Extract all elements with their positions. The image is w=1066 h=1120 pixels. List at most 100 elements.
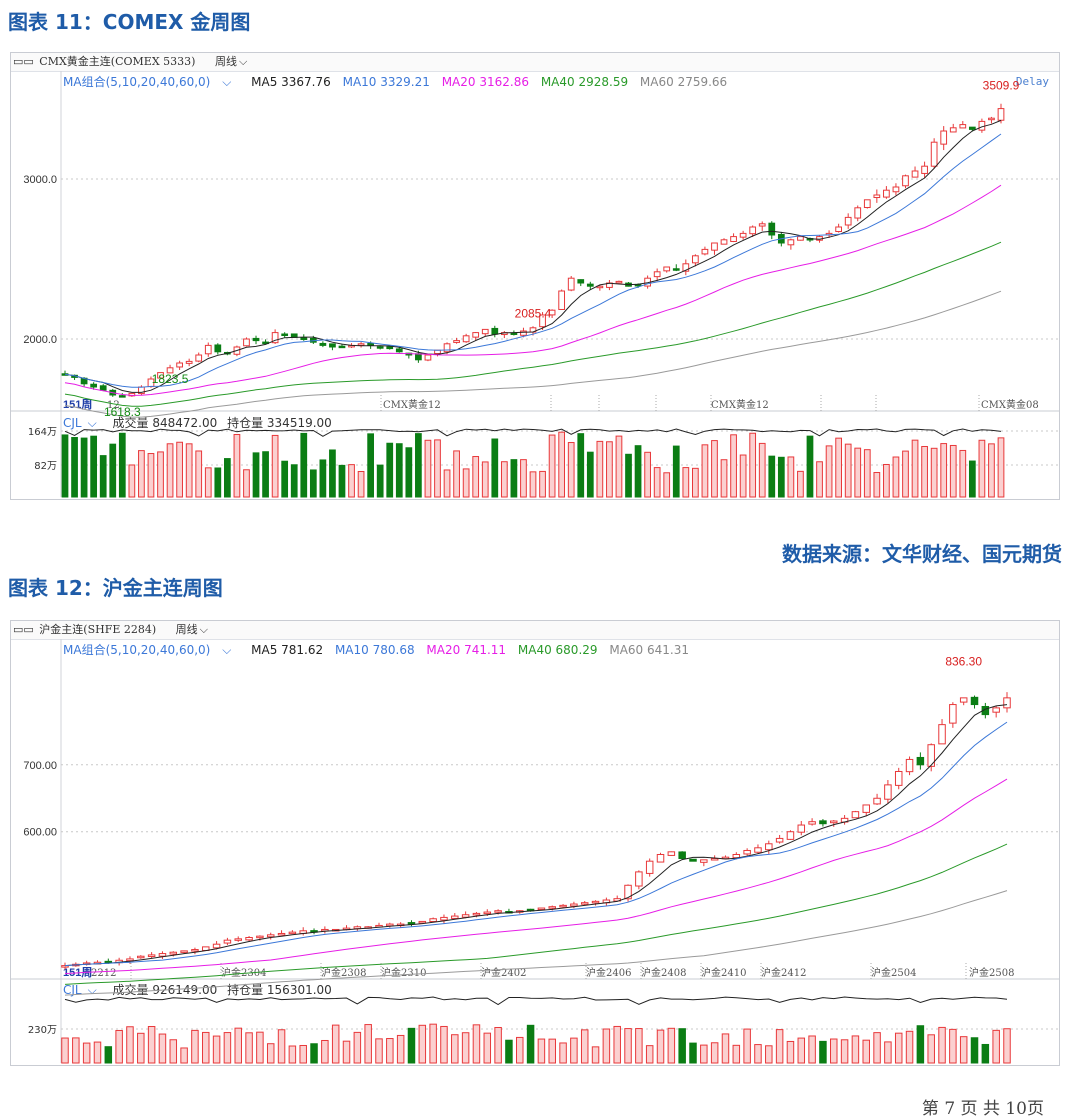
candle	[921, 165, 928, 174]
y-tick-label: 2000.0	[23, 334, 57, 346]
volume-bar	[321, 1039, 329, 1064]
comex-gold-weekly-chart[interactable]: ▭▭ CMX黄金主连(COMEX 5333) 周线 ⌵ MA组合(5,10,20,…	[10, 52, 1060, 500]
volume-bar	[602, 1028, 611, 1064]
volume-bar	[816, 461, 823, 498]
ma5-value: MA5 781.62	[251, 643, 324, 657]
candle	[367, 343, 374, 346]
volume-bar	[586, 451, 594, 498]
ma5-line	[64, 119, 1002, 393]
candle	[567, 277, 575, 291]
candle	[191, 949, 199, 952]
volume-bar	[825, 445, 833, 498]
volume-bar	[644, 451, 651, 498]
candle	[591, 900, 600, 904]
volume-bar	[797, 1037, 806, 1064]
volume-bar	[82, 1042, 91, 1064]
contract-label: CMX黄金12	[383, 398, 441, 411]
volume-bar	[331, 1024, 340, 1064]
ma40-line	[64, 241, 1002, 407]
candle	[830, 820, 838, 824]
candle	[851, 811, 860, 819]
volume-bar	[653, 467, 661, 498]
candle	[797, 824, 806, 833]
volume-bar	[299, 1044, 307, 1064]
candle	[281, 333, 289, 337]
candle	[768, 222, 776, 236]
candle	[672, 268, 680, 271]
contract-label: 沪金2504	[871, 966, 916, 979]
candle	[786, 831, 795, 840]
ma-legend: MA组合(5,10,20,40,60,0) ⌵ MA5 3367.76 MA10…	[63, 73, 735, 90]
volume-bar	[214, 467, 222, 498]
volume-bar	[233, 434, 241, 498]
candle	[300, 337, 308, 341]
ma-group-select[interactable]: MA组合(5,10,20,40,60,0) ⌵	[63, 643, 232, 657]
volume-bar	[873, 472, 881, 498]
volume-bar	[981, 1043, 990, 1064]
volume-bar	[596, 440, 604, 498]
volume-bar	[224, 458, 231, 498]
volume-bar	[988, 443, 995, 498]
candle	[386, 923, 394, 927]
candle	[577, 279, 585, 284]
volume-bar	[700, 1044, 708, 1064]
volume-bar	[158, 1033, 167, 1064]
volume-bar	[357, 471, 365, 498]
volume-bar	[959, 449, 967, 498]
volume-bar	[185, 443, 193, 498]
volume-bar	[104, 1046, 113, 1064]
chevron-down-icon: ⌵	[222, 643, 232, 657]
ma60-value: MA60 641.31	[609, 643, 689, 657]
volume-bar	[277, 1029, 286, 1064]
candle	[663, 266, 671, 272]
volume-bar	[424, 439, 432, 498]
volume-bar	[663, 472, 671, 498]
volume-bar	[407, 1027, 416, 1064]
cjl-select[interactable]: CJL ⌵	[63, 416, 97, 430]
candle	[711, 242, 718, 251]
candle	[266, 934, 275, 938]
volume-bar	[720, 459, 728, 498]
ma60-line	[64, 290, 1002, 418]
period-select[interactable]: 周线 ⌵	[175, 623, 209, 636]
candle	[701, 248, 709, 255]
contract-label: 沪金2308	[321, 966, 366, 979]
candle	[808, 821, 816, 825]
ma20-line	[64, 184, 1002, 396]
contract-label: 沪金2412	[761, 966, 806, 979]
volume-bar	[338, 464, 346, 498]
chevron-down-icon: ⌵	[222, 75, 232, 89]
shfe-gold-weekly-chart[interactable]: ▭▭ 沪金主连(SHFE 2284) 周线 ⌵ MA组合(5,10,20,40,6…	[10, 620, 1060, 1066]
volume-bar	[894, 1032, 903, 1064]
cjl-select[interactable]: CJL ⌵	[63, 983, 97, 997]
ma40-value: MA40 2928.59	[540, 75, 629, 89]
volume-bar	[765, 1045, 773, 1064]
candle	[835, 226, 842, 233]
volume-bar	[386, 1038, 394, 1064]
contract-label: 沪金2402	[481, 966, 526, 979]
volume-bar	[348, 464, 355, 498]
period-select[interactable]: 周线 ⌵	[214, 55, 248, 68]
volume-bar	[1003, 1028, 1011, 1064]
volume-bar	[930, 447, 938, 498]
volume-tick-label: 230万	[28, 1025, 57, 1036]
volume-bar	[453, 450, 460, 498]
volume-bar	[739, 454, 747, 498]
volume-bar	[580, 1029, 589, 1064]
volume-bar	[256, 1031, 264, 1064]
volume-bar	[682, 467, 690, 498]
candle	[559, 904, 567, 908]
ma-group-select[interactable]: MA组合(5,10,20,40,60,0) ⌵	[63, 75, 232, 89]
candle	[137, 955, 145, 959]
candle	[440, 916, 448, 921]
candle	[667, 851, 676, 856]
candle	[415, 353, 422, 361]
candle	[787, 239, 795, 246]
volume-bar	[202, 1031, 210, 1064]
volume-bar	[516, 1036, 524, 1064]
candle	[451, 915, 459, 919]
candle	[992, 707, 1000, 713]
candle	[883, 189, 890, 198]
volume-bar	[591, 1046, 600, 1064]
candle	[158, 953, 167, 957]
